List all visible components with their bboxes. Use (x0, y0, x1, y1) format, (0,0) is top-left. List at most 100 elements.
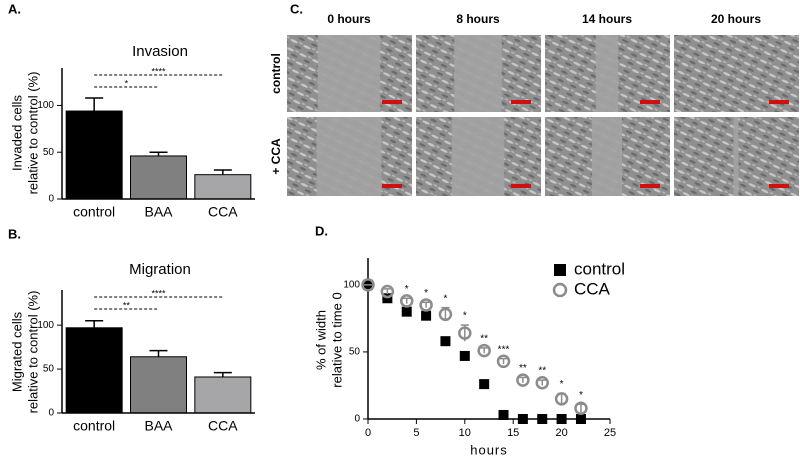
wound-gap (592, 117, 622, 196)
x-tick-label: CCA (208, 204, 238, 220)
bar (130, 155, 187, 200)
data-point (479, 379, 490, 390)
x-tick-label: 0 (365, 427, 371, 439)
significance-label: * (424, 288, 428, 299)
data-point (477, 343, 491, 358)
significance-label: ** (538, 366, 546, 377)
x-tick-label: BAA (144, 418, 173, 434)
data-point (399, 294, 414, 308)
y-tick-label: 100 (343, 279, 360, 290)
y-axis-label: Invaded cells (9, 95, 24, 171)
panel-label: C. (290, 1, 303, 16)
y-axis-label: relative to control (%) (25, 72, 40, 195)
y-axis-label: Migrated cells (9, 311, 24, 392)
wound-gap (454, 35, 502, 112)
y-tick-label: 50 (43, 364, 55, 375)
row-label: + CCA (269, 138, 283, 175)
data-point (496, 354, 511, 369)
x-tick-label: BAA (144, 204, 173, 220)
data-point (517, 414, 528, 424)
significance-label: *** (498, 344, 510, 355)
wound-gap (317, 35, 381, 112)
significance-label: * (560, 379, 564, 390)
panel-label: B. (8, 226, 21, 241)
bar (194, 174, 252, 200)
significance-label: ** (123, 300, 131, 310)
y-tick-label: 0 (48, 194, 54, 205)
x-tick-label: control (73, 204, 115, 220)
x-tick-label: CCA (208, 418, 238, 434)
legend-marker (554, 264, 566, 276)
legend-label: control (574, 259, 625, 278)
y-tick-label: 50 (349, 347, 361, 358)
y-tick-label: 0 (354, 414, 360, 425)
data-point (438, 307, 453, 322)
data-point (361, 278, 375, 292)
panel-label: D. (315, 223, 328, 238)
column-label: 8 hours (456, 12, 500, 26)
column-label: 20 hours (711, 12, 761, 26)
x-tick-label: 25 (604, 427, 616, 439)
wound-gap (316, 117, 382, 196)
x-tick-label: control (73, 418, 115, 434)
x-tick-label: 10 (459, 427, 471, 439)
significance-label: * (443, 293, 447, 304)
scale-bar (640, 184, 660, 188)
data-point (458, 326, 472, 340)
data-point (419, 298, 433, 312)
scale-bar (640, 100, 660, 104)
x-tick-label: 15 (507, 427, 519, 439)
data-point (554, 392, 569, 406)
y-axis-label: % of width (313, 310, 328, 370)
data-point (537, 414, 548, 424)
bar (65, 327, 123, 414)
data-point (440, 336, 451, 347)
data-point (401, 306, 412, 317)
x-tick-label: 5 (413, 427, 419, 439)
y-tick-label: 100 (37, 320, 54, 331)
x-tick-label: 20 (555, 427, 567, 439)
legend-label: CCA (574, 279, 611, 298)
significance-label: * (405, 284, 409, 295)
bar (130, 356, 187, 414)
column-label: 14 hours (582, 12, 632, 26)
panel-label: A. (8, 1, 21, 16)
row-label: control (269, 53, 283, 94)
scale-bar (511, 184, 531, 188)
significance-label: * (463, 311, 467, 322)
data-point (459, 350, 470, 361)
data-point (421, 310, 432, 321)
micrograph (674, 35, 799, 112)
data-point (516, 373, 530, 387)
chart-title: Invasion (132, 43, 188, 60)
bar (65, 110, 123, 200)
wound-gap (733, 117, 739, 196)
y-axis-label: relative to control (%) (25, 291, 40, 414)
significance-label: **** (151, 66, 166, 76)
legend-marker (552, 282, 568, 298)
x-axis-label: hours (470, 442, 508, 457)
data-point (380, 284, 395, 299)
y-tick-label: 100 (37, 100, 54, 111)
significance-label: ** (519, 363, 527, 374)
column-label: 0 hours (327, 12, 371, 26)
y-axis-label: relative to time 0 (329, 292, 344, 387)
scale-bar (511, 100, 531, 104)
significance-label: **** (151, 288, 166, 298)
significance-label: * (579, 390, 583, 401)
chart-title: Migration (129, 261, 191, 278)
wound-gap (595, 35, 619, 112)
scale-bar (382, 100, 402, 104)
data-point (535, 376, 549, 390)
y-tick-label: 50 (43, 147, 55, 158)
wound-gap (451, 117, 505, 196)
data-point (498, 409, 509, 420)
scale-bar (769, 184, 789, 188)
significance-label: * (125, 78, 129, 88)
significance-label: ** (480, 334, 488, 345)
scale-bar (769, 100, 789, 104)
data-point (556, 414, 567, 424)
bar (194, 376, 252, 414)
